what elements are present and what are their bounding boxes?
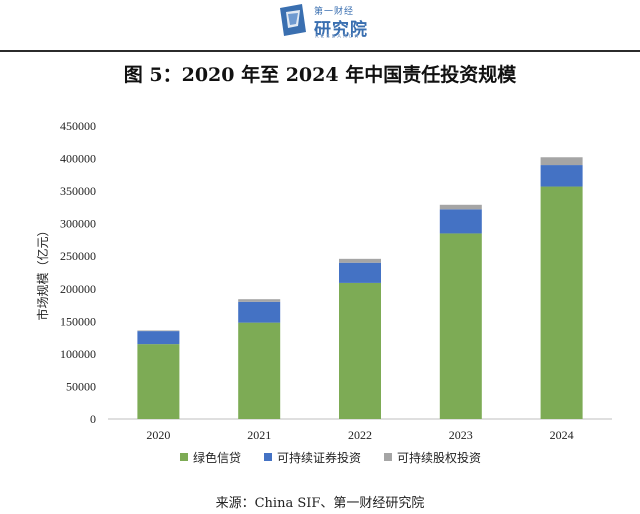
legend-label: 可持续证券投资 [277, 450, 361, 465]
bar-segment [238, 299, 281, 302]
bar-segment [137, 330, 180, 332]
y-tick-label: 400000 [60, 152, 96, 166]
legend-label: 绿色信贷 [193, 450, 241, 465]
logo-main-text: 研究院 [314, 20, 368, 40]
bar-segment [339, 282, 381, 419]
bar-segment [439, 233, 482, 419]
bar-segment [137, 344, 180, 419]
logo-sub-text: RESEARCH [315, 34, 361, 40]
logo-top-text: 第一财经 [314, 7, 355, 17]
y-tick-label: 150000 [60, 314, 96, 328]
x-tick-label: 2021 [247, 428, 271, 442]
y-tick-label: 200000 [60, 282, 96, 296]
bar-segment [540, 186, 583, 419]
y-tick-label: 450000 [60, 119, 96, 133]
bar-segment [439, 204, 482, 210]
x-tick-label: 2022 [348, 428, 372, 442]
legend-label: 可持续股权投资 [397, 450, 481, 465]
bar-segment [339, 258, 381, 263]
y-tick-label: 0 [90, 412, 96, 426]
report-header: 第一财经 研究院 RESEARCH [0, 0, 640, 52]
x-tick-label: 2020 [146, 428, 170, 442]
x-tick-label: 2024 [550, 428, 574, 442]
legend-swatch [264, 453, 272, 461]
stacked-bar-chart: 0 50000 100000 150000 200000 250000 300000 3500… [35, 119, 612, 465]
y-tick-label: 250000 [60, 249, 96, 263]
legend-swatch [180, 453, 188, 461]
bar-segment [439, 209, 482, 234]
chart-title: 图 5：2020 年至 2024 年中国责任投资规模 [123, 64, 517, 86]
y-tick-label: 50000 [66, 379, 96, 393]
y-tick-label: 300000 [60, 217, 96, 231]
bar-segment [137, 331, 180, 345]
bar-segment [540, 157, 583, 166]
y-tick-label: 350000 [60, 184, 96, 198]
logo-emblem-icon [280, 4, 306, 36]
y-tick-label: 100000 [60, 347, 96, 361]
header-rule [0, 50, 640, 52]
y-axis-label: 市场规模（亿元） [35, 224, 50, 320]
source-note: 来源：China SIF、第一财经研究院 [215, 496, 425, 511]
research-logo: 第一财经 研究院 RESEARCH [276, 2, 376, 42]
x-tick-label: 2023 [449, 428, 473, 442]
legend-swatch [384, 453, 392, 461]
bar-segment [540, 165, 583, 187]
bar-segment [339, 262, 381, 283]
bar-segment [238, 322, 281, 419]
bar-segment [238, 301, 281, 323]
